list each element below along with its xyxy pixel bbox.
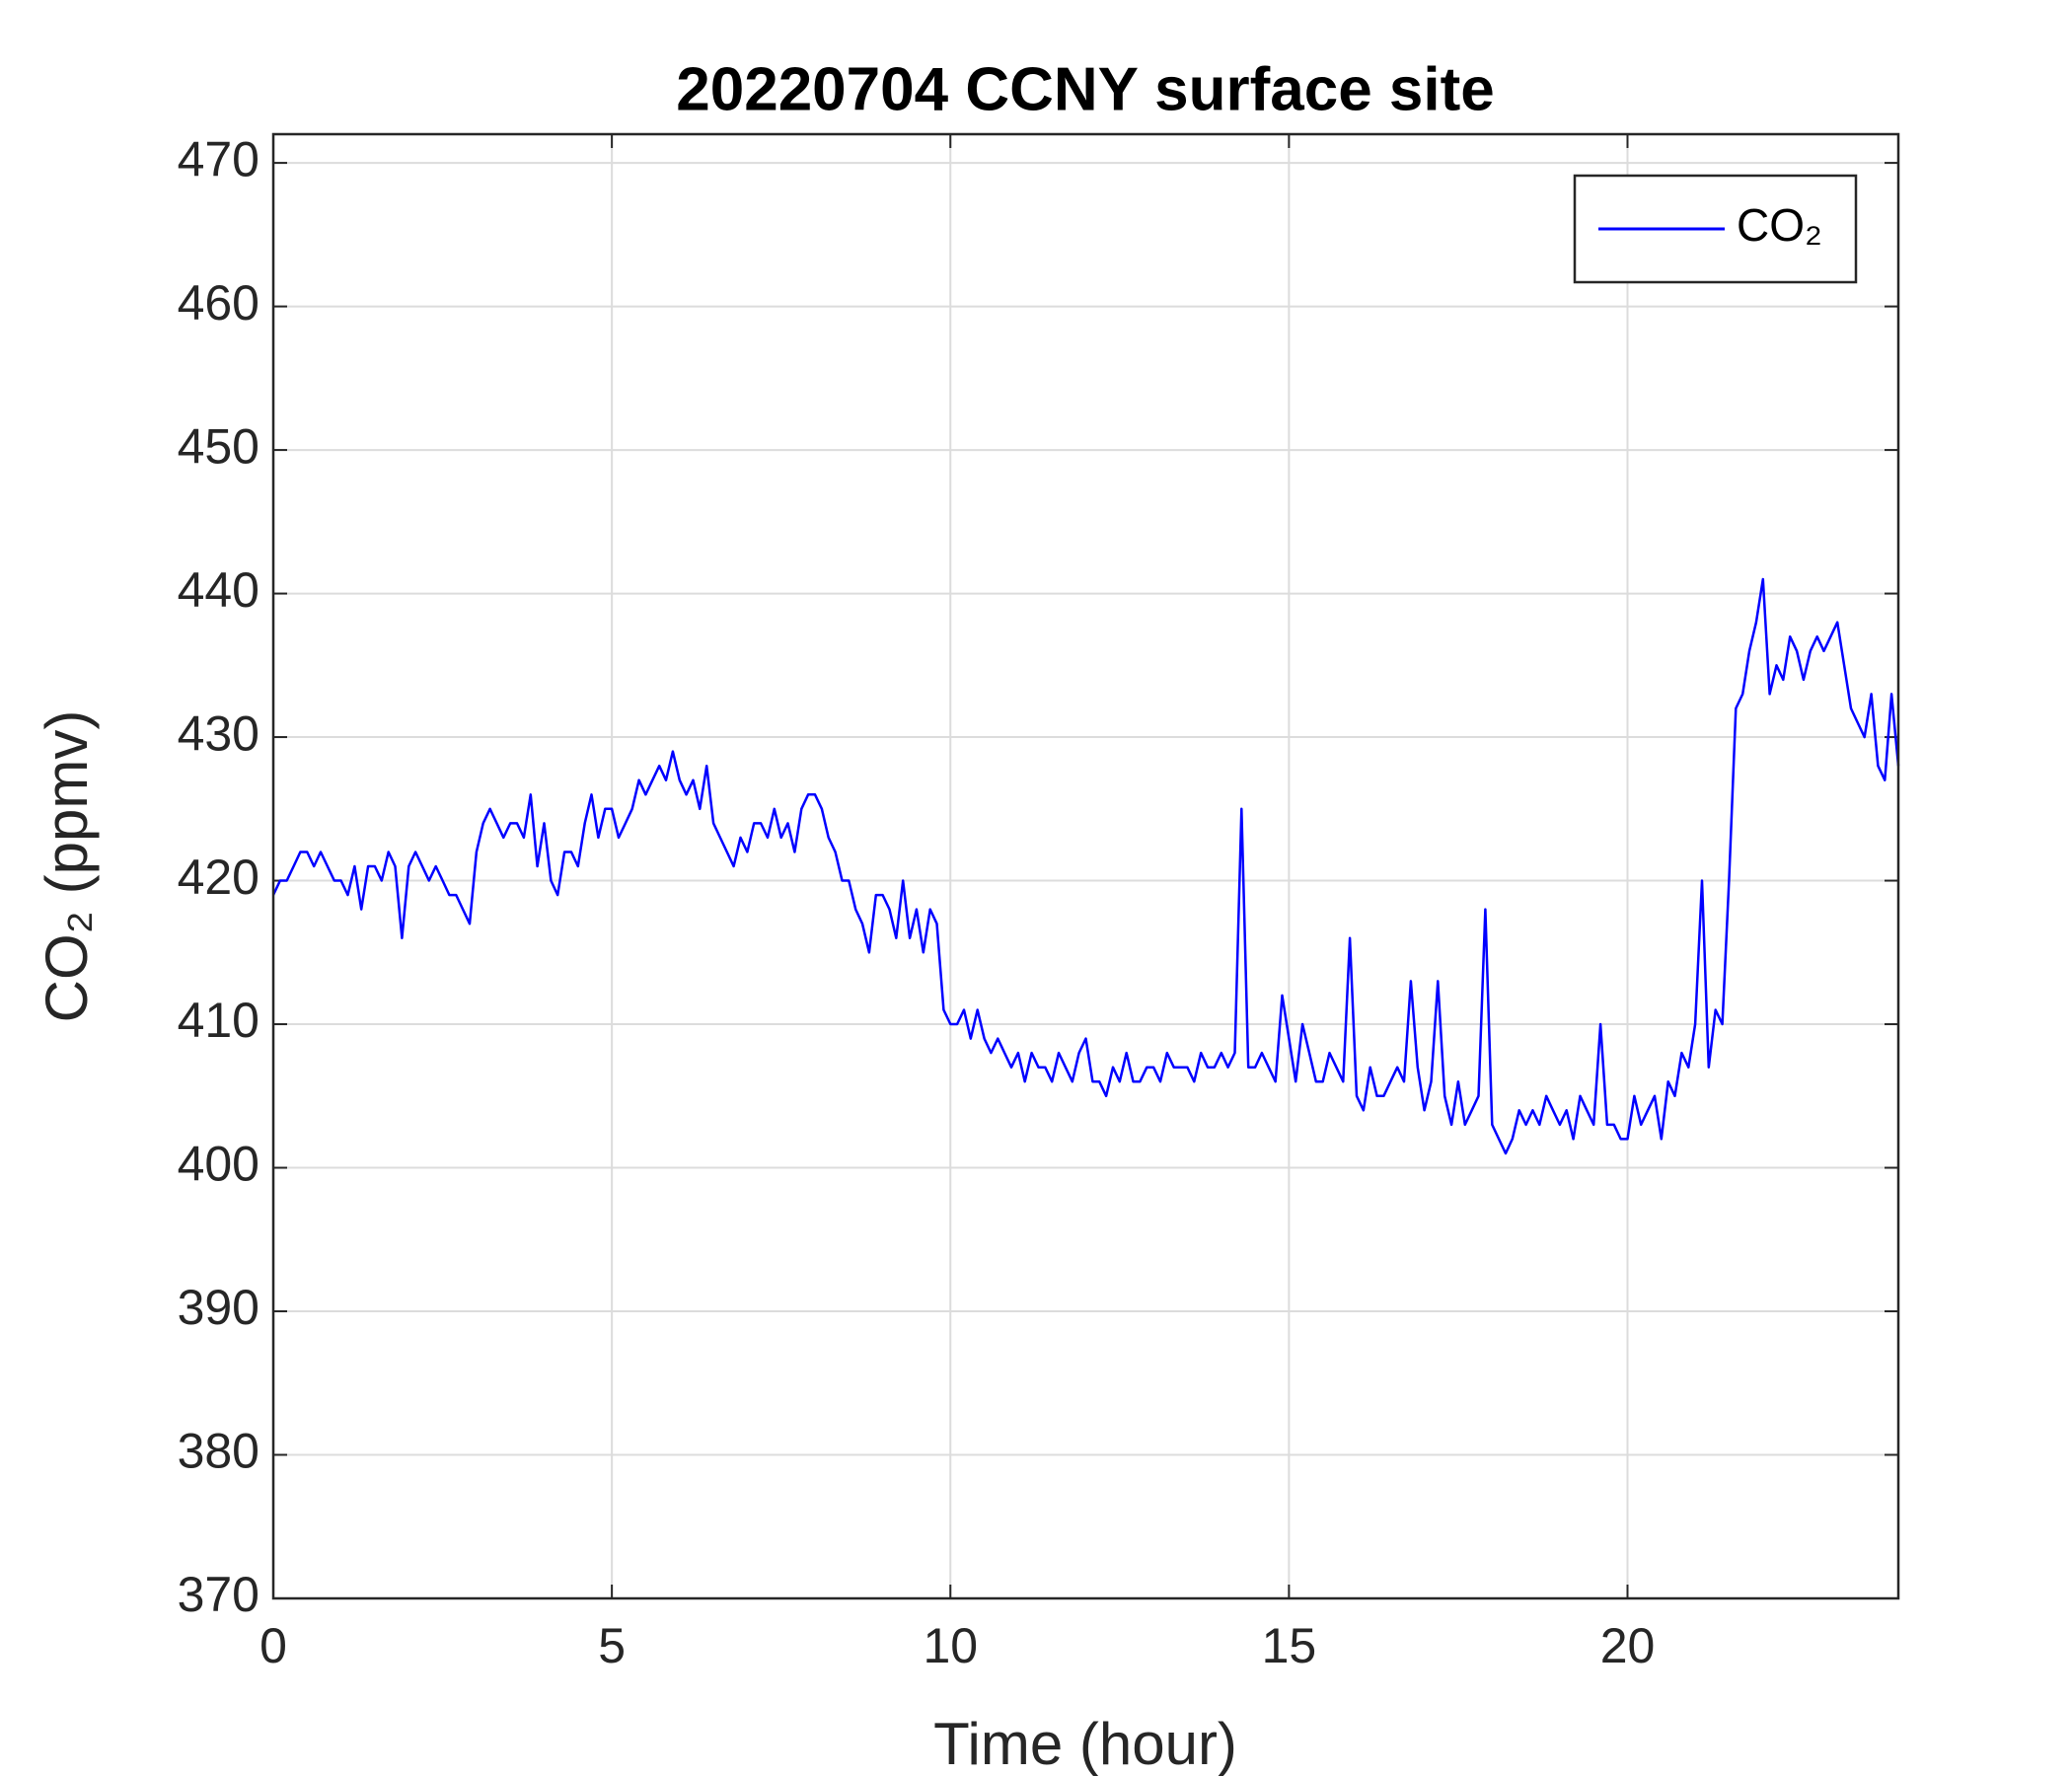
- x-tick-label: 10: [923, 1618, 978, 1673]
- y-tick-label: 420: [178, 850, 259, 905]
- y-tick-label: 400: [178, 1137, 259, 1192]
- data-line: [271, 577, 1900, 1155]
- y-axis-label: CO₂ (ppmv): [34, 710, 100, 1023]
- y-tick-label: 440: [178, 562, 259, 618]
- x-tick-label: 15: [1262, 1618, 1317, 1673]
- x-axis-label: Time (hour): [933, 1711, 1237, 1776]
- y-tick-label: 380: [178, 1424, 259, 1479]
- y-tick-label: 370: [178, 1567, 259, 1622]
- y-tick-label: 450: [178, 418, 259, 474]
- y-tick-label: 390: [178, 1280, 259, 1335]
- plot-frame: [271, 132, 1900, 1600]
- x-tick-label: 0: [259, 1618, 287, 1673]
- y-tick-label: 470: [178, 131, 259, 186]
- x-tick-label: 20: [1600, 1618, 1656, 1673]
- chart-title: 20220704 CCNY surface site: [676, 55, 1495, 123]
- x-tick-label: 5: [598, 1618, 626, 1673]
- y-tick-label: 430: [178, 705, 259, 761]
- y-tick-label: 410: [178, 993, 259, 1048]
- legend-label: CO₂: [1737, 199, 1822, 251]
- y-tick-label: 460: [178, 275, 259, 331]
